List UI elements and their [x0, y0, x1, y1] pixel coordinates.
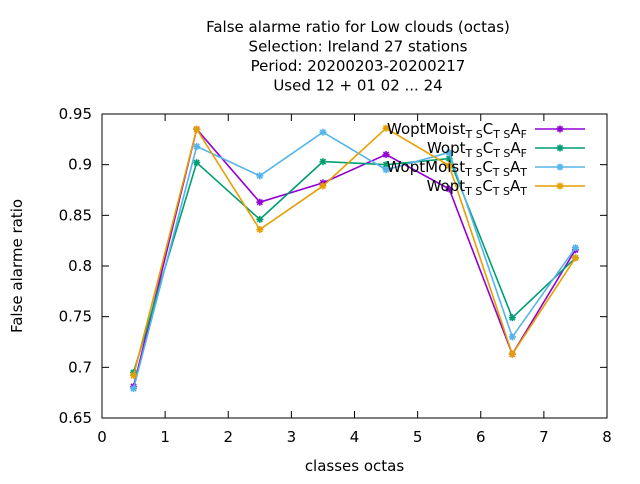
legend-label: WoptT SCT SAT	[427, 177, 528, 198]
legend-entry-2: WoptT SCT SAF	[427, 139, 585, 160]
data-point	[445, 149, 453, 157]
title-line: Period: 20200203-20200217	[251, 57, 466, 75]
series-line	[132, 127, 577, 376]
x-tick-label: 7	[539, 428, 549, 446]
legend-label-part: WoptMoist	[387, 120, 466, 138]
x-tick-label: 5	[413, 428, 423, 446]
data-point	[382, 124, 390, 132]
axis-ticks: 0 1 2 3 4 5 6 7 8 0.65 0.7 0.75 0.8 0.85 0.9 0.95	[59, 105, 612, 446]
plot-frame	[101, 113, 608, 419]
legend-label-part: T S	[492, 185, 510, 198]
legend-label-part: A	[510, 177, 521, 195]
y-tick-label: 0.95	[59, 105, 92, 123]
data-series	[130, 124, 579, 393]
data-point	[256, 198, 264, 206]
series-line	[132, 127, 577, 387]
legend-label-part: C	[482, 177, 492, 195]
data-point	[256, 172, 264, 180]
legend-entry-1: WoptMoistT SCT SAF	[387, 120, 585, 141]
legend-label-part: T S	[464, 185, 482, 198]
data-point	[382, 166, 390, 174]
legend-label-part: A	[510, 120, 521, 138]
data-point	[256, 226, 264, 234]
legend-label-part: T S	[465, 128, 483, 141]
legend-label-part: F	[521, 147, 527, 160]
series-3	[130, 128, 579, 393]
legend-label-part: A	[510, 158, 521, 176]
data-point	[193, 142, 201, 150]
legend-label-part: WoptMoist	[387, 158, 466, 176]
data-point	[319, 182, 327, 190]
legend-label-part: T S	[492, 147, 510, 160]
data-point	[508, 314, 516, 322]
legend-marker	[556, 163, 564, 171]
legend-label-part: A	[510, 139, 521, 157]
legend-label-part: T S	[464, 166, 482, 179]
data-point	[382, 151, 390, 159]
legend-entry-3: WoptMoistT SCT SAT	[387, 158, 585, 179]
legend-marker	[556, 144, 564, 152]
data-point	[508, 350, 516, 358]
legend-label-part: C	[483, 139, 493, 157]
y-tick-label: 0.75	[59, 308, 92, 326]
x-axis-label: classes octas	[305, 457, 405, 475]
y-tick-label: 0.65	[59, 409, 92, 427]
data-point	[193, 125, 201, 133]
legend-label-part: T S	[492, 128, 510, 141]
series-4	[130, 124, 579, 379]
legend-marker	[556, 182, 564, 190]
x-tick-label: 3	[287, 428, 297, 446]
y-axis-label: False alarme ratio	[8, 199, 26, 333]
data-point	[256, 215, 264, 223]
legend-label: WoptMoistT SCT SAF	[387, 120, 527, 141]
y-tick-label: 0.8	[68, 257, 92, 275]
series-line	[132, 131, 577, 389]
x-tick-label: 4	[350, 428, 360, 446]
legend-label: WoptMoistT SCT SAT	[387, 158, 528, 179]
title-line: Used 12 + 01 02 ... 24	[273, 77, 442, 95]
legend-label-part: T	[519, 185, 527, 198]
data-point	[571, 244, 579, 252]
legend-label: WoptT SCT SAF	[427, 139, 527, 160]
legend-label-part: C	[482, 158, 492, 176]
legend-marker	[556, 125, 564, 133]
title-line: False alarme ratio for Low clouds (octas…	[206, 18, 510, 36]
y-tick-label: 0.7	[68, 358, 92, 376]
data-point	[130, 385, 138, 393]
x-tick-label: 6	[476, 428, 486, 446]
x-tick-label: 2	[223, 428, 233, 446]
data-point	[445, 185, 453, 193]
legend-label-part: Wopt	[427, 139, 466, 157]
legend-label-part: C	[483, 120, 493, 138]
legend-label-part: Wopt	[427, 177, 466, 195]
legend-entry-4: WoptT SCT SAT	[427, 177, 585, 198]
data-point	[130, 371, 138, 379]
legend-label-part: T S	[492, 166, 510, 179]
x-tick-label: 1	[160, 428, 170, 446]
y-tick-label: 0.9	[68, 156, 92, 174]
legend-label-part: F	[521, 128, 527, 141]
title-line: Selection: Ireland 27 stations	[249, 38, 468, 56]
data-point	[508, 333, 516, 341]
series-line	[132, 157, 576, 373]
data-point	[319, 128, 327, 136]
data-point	[571, 254, 579, 262]
legend-label-part: T	[519, 166, 527, 179]
x-tick-label: 0	[97, 428, 107, 446]
chart-title: False alarme ratio for Low clouds (octas…	[206, 18, 510, 95]
legend-label-part: T S	[465, 147, 483, 160]
y-tick-label: 0.85	[59, 206, 92, 224]
data-point	[193, 159, 201, 167]
data-point	[319, 158, 327, 166]
x-tick-label: 8	[602, 428, 612, 446]
data-point	[445, 162, 453, 170]
